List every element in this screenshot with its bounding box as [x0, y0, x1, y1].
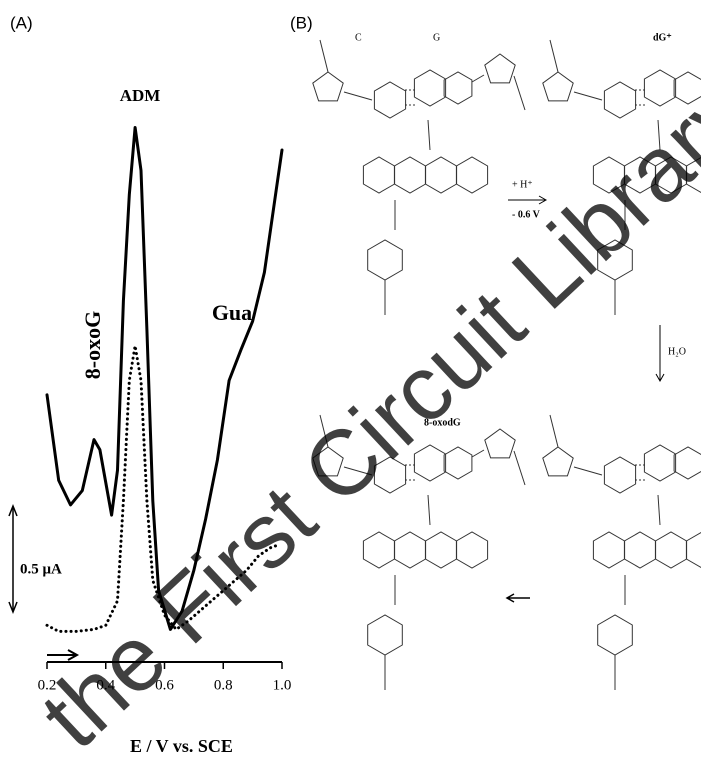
bond	[625, 495, 660, 605]
reaction-arrow	[656, 325, 664, 381]
annotation: 8-oxoG	[80, 311, 105, 379]
ring	[598, 615, 633, 655]
ring	[485, 429, 515, 458]
scale-bar-label: 0.5 μA	[20, 561, 62, 577]
ring	[425, 532, 456, 568]
bond	[395, 495, 430, 605]
ring	[368, 240, 403, 280]
ring	[456, 532, 487, 568]
base-label: G	[433, 32, 440, 43]
base-label: C	[355, 32, 362, 43]
ring	[313, 72, 343, 101]
figure: (A) (B) ADM Gua 8-oxoG 0.5 μA E / V vs. …	[0, 0, 701, 759]
panel-label: (B)	[290, 13, 313, 32]
bond	[320, 40, 525, 110]
x-tick-label: 1.0	[273, 677, 292, 693]
ring	[368, 615, 403, 655]
ring	[374, 82, 405, 118]
reagent: H₂O	[668, 346, 686, 357]
ring	[414, 70, 445, 106]
ring	[444, 447, 472, 479]
bond	[395, 120, 430, 230]
intermediate-label: dG⁺	[653, 32, 672, 43]
x-tick-label: 0.8	[214, 677, 233, 693]
ring	[593, 532, 624, 568]
reagent: + H⁺	[512, 179, 533, 190]
h-bonds	[635, 90, 645, 105]
ring	[363, 532, 394, 568]
h-bonds	[635, 465, 645, 480]
x-axis-label: E / V vs. SCE	[130, 736, 233, 756]
ring	[644, 445, 675, 481]
reaction-arrow	[508, 196, 546, 204]
ring	[394, 157, 425, 193]
ring	[604, 457, 635, 493]
ring	[363, 157, 394, 193]
ring	[543, 447, 573, 476]
ring	[456, 157, 487, 193]
ring	[604, 82, 635, 118]
watermark: the First Circuit Library	[22, 62, 701, 759]
ring	[686, 532, 701, 568]
ring	[485, 54, 515, 83]
annotation: ADM	[120, 86, 161, 105]
annotation: Gua	[212, 300, 252, 325]
ring	[543, 72, 573, 101]
ring	[655, 532, 686, 568]
h-bonds	[405, 90, 415, 105]
bond	[550, 415, 701, 485]
ring	[394, 532, 425, 568]
ring	[624, 532, 655, 568]
panel-label: (A)	[10, 13, 33, 32]
reaction-arrow	[507, 594, 530, 602]
ring	[444, 72, 472, 104]
ring	[674, 447, 701, 479]
ring	[425, 157, 456, 193]
